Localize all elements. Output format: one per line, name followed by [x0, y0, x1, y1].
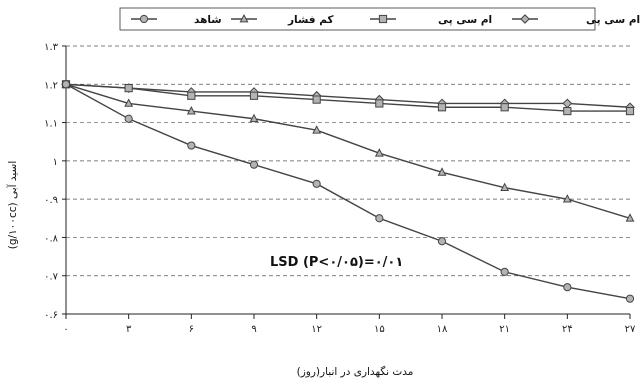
x-tick-label-1: ۳: [126, 324, 132, 335]
x-tick-label-7: ۲۱: [499, 324, 510, 335]
series-1: [61, 80, 635, 116]
y-axis-title: اسید آبی (g/۱۰۰cc): [6, 161, 19, 250]
x-tick-label-3: ۹: [251, 324, 256, 335]
grid: [66, 45, 630, 277]
data-point-3-2: [187, 141, 196, 150]
data-point-2-7: [500, 182, 510, 192]
legend-label-0: کم فشار + ام سی پی: [586, 14, 642, 26]
data-point-1-3: [249, 91, 259, 100]
data-point-2-9: [625, 213, 635, 222]
legend: کم فشار + ام سی پی ام سی پی کم فشار شاهد: [131, 13, 642, 26]
legend-item-1: ام سی پی: [370, 14, 492, 26]
legend-marker-2: [239, 13, 249, 23]
legend-item-3: شاهد: [131, 14, 222, 26]
data-point-3-8: [563, 283, 572, 292]
legend-label-3: شاهد: [194, 14, 222, 26]
data-point-3-3: [249, 160, 259, 169]
series: [61, 79, 635, 303]
legend-marker-3: [139, 14, 149, 24]
data-point-3-9: [625, 294, 635, 303]
data-point-1-2: [187, 91, 196, 100]
y-tick-label-7: ۱.۳: [44, 42, 59, 53]
data-point-2-4: [312, 125, 322, 134]
axes: [62, 45, 631, 319]
x-tick-label-0: ۰: [63, 324, 68, 335]
series-line-1: [65, 83, 630, 112]
y-tick-label-3: ۰.۹: [44, 195, 58, 206]
x-tick-label-9: ۲۷: [625, 324, 636, 335]
series-line-0: [65, 83, 631, 108]
x-axis-title: مدت نگهداری در انبار(روز): [297, 365, 414, 378]
data-point-3-6: [437, 237, 447, 246]
data-point-2-5: [374, 148, 384, 157]
y-tick-label-1: ۰.۷: [44, 272, 59, 283]
data-point-3-7: [500, 267, 509, 276]
series-3: [61, 80, 635, 303]
legend-marker-1: [378, 14, 388, 24]
x-tick-label-2: ۶: [189, 324, 194, 335]
legend-item-2: کم فشار: [231, 13, 334, 26]
data-point-2-3: [249, 113, 259, 123]
legend-item-0: کم فشار + ام سی پی: [512, 14, 642, 26]
data-point-1-1: [124, 84, 133, 93]
data-point-3-4: [312, 179, 321, 188]
tick-labels: ۰ ۳ ۶ ۹ ۱۲ ۱۵ ۱۸ ۲۱ ۲۴ ۲۷ ۰.۶ ۰.۷ ۰.۸ ۰.۹ ۱ ۱.۱ ۱.۲ ۱.۳: [44, 42, 636, 335]
data-point-2-6: [437, 167, 447, 176]
y-tick-label-5: ۱.۱: [44, 119, 58, 130]
data-point-1-9: [625, 106, 635, 116]
x-tick-label-4: ۱۲: [311, 324, 322, 335]
data-point-1-5: [375, 99, 384, 108]
x-tick-label-5: ۱۵: [374, 324, 385, 335]
legend-label-1: ام سی پی: [438, 14, 492, 26]
x-tick-label-8: ۲۴: [562, 324, 573, 335]
series-line-2: [65, 83, 631, 219]
data-point-1-6: [437, 103, 447, 112]
data-point-2-2: [186, 106, 196, 115]
data-point-3-5: [375, 214, 384, 223]
y-tick-label-6: ۱.۲: [44, 80, 58, 91]
data-point-3-0: [61, 80, 71, 89]
data-point-3-1: [124, 114, 133, 123]
annotation-lsd: LSD (P<۰/۰۵)=۰/۰۱: [270, 255, 403, 270]
data-point-1-7: [500, 103, 509, 112]
legend-box: [119, 7, 596, 31]
data-point-1-8: [563, 106, 572, 116]
y-tick-label-0: ۰.۶: [44, 310, 58, 321]
data-point-2-1: [124, 98, 134, 107]
series-line-3: [65, 83, 631, 300]
data-point-2-8: [562, 194, 572, 203]
y-tick-label-2: ۰.۸: [44, 233, 59, 244]
x-tick-label-6: ۱۸: [437, 324, 448, 335]
data-point-1-4: [312, 95, 321, 104]
series-2: [61, 79, 635, 222]
legend-marker-0: [520, 14, 530, 24]
legend-label-2: کم فشار: [287, 14, 334, 26]
y-tick-label-4: ۱: [53, 157, 58, 168]
